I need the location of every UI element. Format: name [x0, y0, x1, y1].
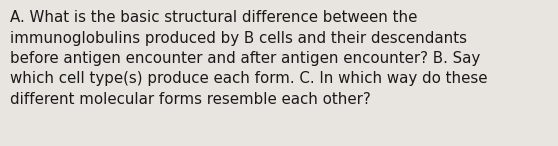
- Text: A. What is the basic structural difference between the
immunoglobulins produced : A. What is the basic structural differen…: [10, 10, 488, 107]
